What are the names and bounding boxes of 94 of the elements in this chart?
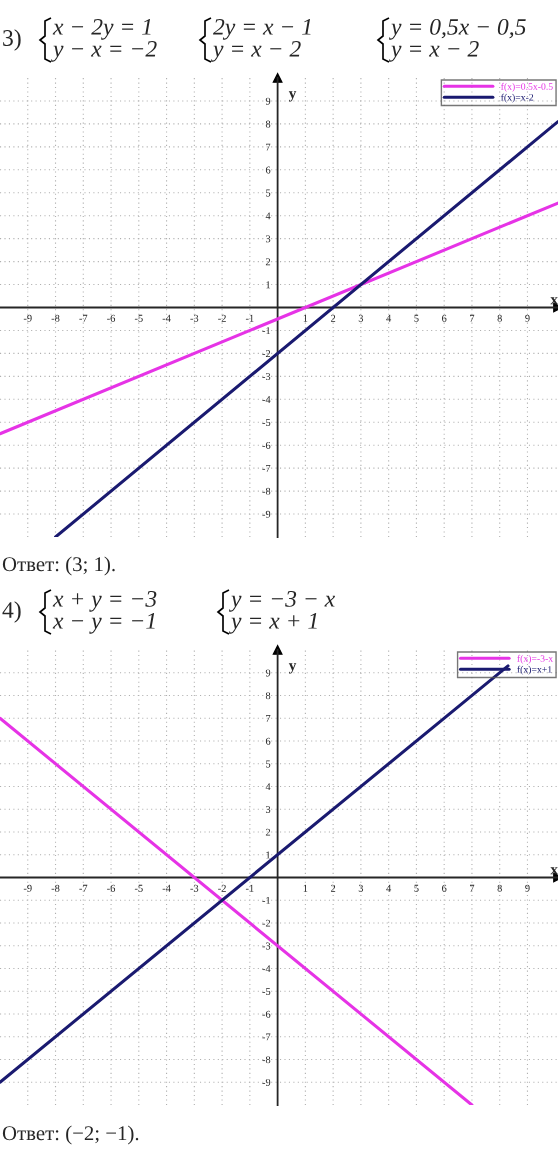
- y-tick-label: 8: [265, 692, 271, 700]
- x-tick-label: -2: [218, 314, 226, 322]
- x-axis-title: x: [550, 867, 558, 875]
- text: x − 2y = 1: [52, 18, 151, 40]
- y-tick-label: -6: [262, 1010, 271, 1018]
- x-tick-label: 4: [386, 314, 392, 322]
- x-tick-label: -3: [190, 314, 199, 322]
- x-tick-label: -6: [107, 314, 116, 322]
- x-tick-label: -8: [51, 314, 60, 322]
- y-tick-label: -5: [262, 419, 271, 426]
- x-tick-label: -9: [23, 314, 32, 322]
- y-tick-label: 7: [266, 143, 271, 151]
- text: f(x)=x-2: [500, 93, 534, 103]
- x-tick-label: 8: [497, 314, 502, 322]
- x-tick-label: 1: [303, 884, 308, 892]
- y-tick-label: -6: [262, 441, 271, 449]
- y-tick-label: 4: [265, 212, 271, 220]
- y-tick-label: 8: [265, 120, 271, 128]
- text: 2y = x − 1: [213, 18, 311, 40]
- x-tick-label: -5: [134, 314, 143, 322]
- y-tick-label: -9: [262, 1078, 271, 1086]
- y-tick-label: -7: [262, 1033, 271, 1041]
- x-tick-label: -9: [23, 884, 32, 892]
- y-axis-title: y: [288, 91, 297, 102]
- y-tick-label: 4: [265, 783, 271, 791]
- y-tick-label: -4: [262, 965, 271, 973]
- x-tick-label: 6: [442, 884, 447, 892]
- y-tick-label: 6: [265, 737, 271, 745]
- y-tick-label: -1: [262, 896, 271, 904]
- y-tick-label: -1: [262, 327, 271, 335]
- y-tick-label: -9: [262, 510, 271, 518]
- x-tick-label: 8: [497, 884, 502, 892]
- y-tick-label: -8: [262, 487, 271, 495]
- x-tick-label: -4: [162, 314, 171, 322]
- y-tick-label: 6: [265, 166, 271, 174]
- x-tick-label: 9: [525, 884, 530, 892]
- y-tick-label: 5: [266, 760, 271, 768]
- text: y = −3 − x: [229, 590, 335, 612]
- y-axis-title: y: [288, 663, 297, 674]
- y-tick-label: 7: [266, 715, 271, 722]
- x-tick-label: 4: [386, 884, 392, 892]
- x-tick-label: -1: [245, 884, 254, 892]
- y-tick-label: 5: [266, 189, 271, 197]
- series-label: f(x)=x+1: [517, 665, 552, 675]
- x-tick-label: 5: [414, 884, 419, 892]
- y-tick-label: -3: [262, 942, 271, 950]
- text: x − y = −1: [52, 613, 155, 634]
- text: x + y = −3: [52, 590, 157, 612]
- y-tick-label: -7: [262, 464, 271, 472]
- x-tick-label: -7: [79, 884, 88, 892]
- y-tick-label: -3: [262, 373, 271, 381]
- x-tick-label: 3: [358, 314, 364, 322]
- chart-title: 3): [3, 29, 21, 51]
- x-tick-label: 3: [358, 884, 364, 892]
- x-tick-label: 5: [414, 314, 419, 322]
- x-tick-label: 9: [525, 314, 530, 322]
- y-tick-label: -8: [262, 1056, 271, 1064]
- x-axis-title: x: [550, 297, 558, 305]
- text: f(x)=0.5x-0.5: [500, 82, 553, 92]
- x-tick-label: -3: [190, 884, 199, 892]
- text: Ответ: (3; 1).: [2, 556, 115, 576]
- x-tick-label: -4: [162, 884, 171, 892]
- x-tick-label: 7: [470, 884, 475, 892]
- y-tick-label: -2: [262, 350, 271, 358]
- text: y = x − 2: [389, 40, 479, 62]
- x-tick-label: 1: [303, 314, 308, 322]
- x-tick-label: -7: [79, 314, 88, 322]
- x-tick-label: -8: [51, 884, 60, 892]
- y-tick-label: -5: [262, 988, 271, 995]
- text: y = x + 1: [229, 613, 317, 634]
- text: y = 0,5x − 0,5: [389, 18, 526, 40]
- y-tick-label: 1: [266, 851, 271, 859]
- y-tick-label: 3: [265, 235, 271, 243]
- text: Ответ: (−2; −1).: [2, 1125, 139, 1145]
- x-tick-label: 2: [330, 884, 336, 892]
- y-tick-label: 1: [266, 281, 271, 289]
- text: y − x = −2: [51, 40, 157, 62]
- text: f(x)=-3-x: [517, 654, 554, 664]
- x-tick-label: -5: [134, 884, 143, 892]
- x-tick-label: 2: [330, 314, 336, 322]
- x-tick-label: 6: [442, 314, 447, 322]
- y-tick-label: -2: [262, 919, 271, 927]
- x-tick-label: 7: [470, 314, 475, 322]
- text: y = x − 2: [211, 40, 301, 62]
- y-tick-label: 2: [265, 258, 271, 266]
- y-tick-label: 3: [265, 805, 271, 813]
- x-tick-label: -6: [107, 884, 116, 892]
- x-tick-label: -2: [218, 884, 226, 892]
- y-tick-label: 2: [265, 828, 271, 836]
- x-tick-label: -1: [245, 314, 254, 322]
- y-tick-label: 9: [265, 97, 271, 105]
- chart-title: 4): [2, 601, 21, 623]
- y-tick-label: -4: [262, 396, 271, 403]
- y-tick-label: 9: [265, 669, 271, 677]
